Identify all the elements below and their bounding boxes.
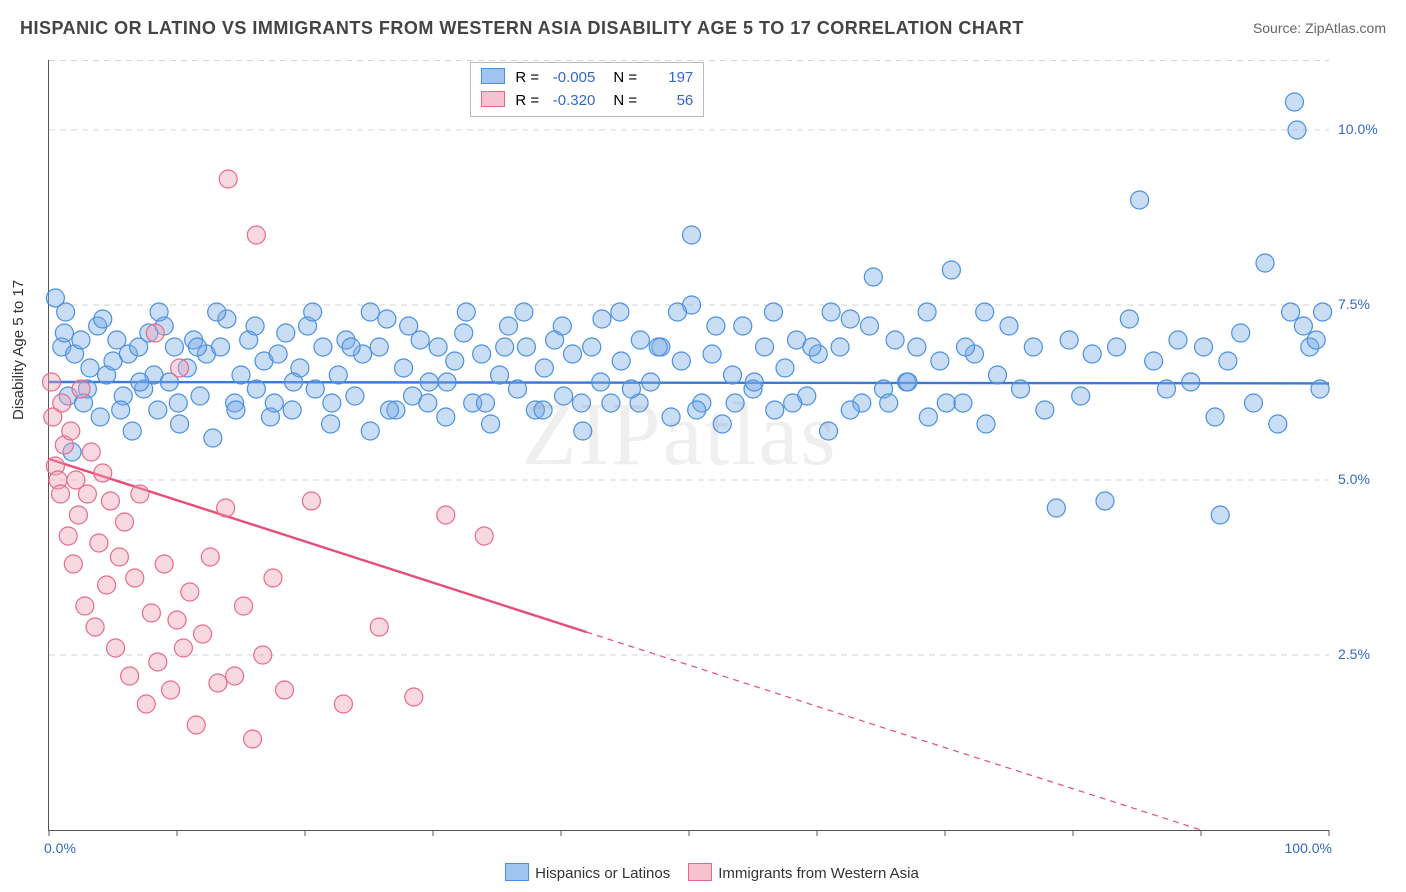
- stats-row: R = -0.320 N = 56: [481, 90, 693, 113]
- stats-n-label: N =: [613, 92, 641, 109]
- chart-title: HISPANIC OR LATINO VS IMMIGRANTS FROM WE…: [20, 18, 1024, 39]
- legend-label: Immigrants from Western Asia: [718, 865, 919, 882]
- stats-n-value: 197: [641, 67, 693, 90]
- stats-row: R = -0.005 N = 197: [481, 67, 693, 90]
- stats-r-label: R =: [515, 69, 543, 86]
- stats-r-value: -0.005: [543, 67, 595, 90]
- legend-swatch: [688, 863, 712, 881]
- y-axis-label: Disability Age 5 to 17: [10, 280, 27, 420]
- x-tick-label: 100.0%: [1285, 840, 1332, 856]
- y-tick-label: 10.0%: [1338, 121, 1378, 137]
- stats-r-label: R =: [515, 92, 543, 109]
- stats-legend-box: R = -0.005 N = 197 R = -0.320 N = 56: [470, 62, 704, 117]
- source-label: Source: ZipAtlas.com: [1253, 20, 1386, 36]
- chart-container: HISPANIC OR LATINO VS IMMIGRANTS FROM WE…: [0, 0, 1406, 892]
- y-tick-label: 2.5%: [1338, 646, 1370, 662]
- stats-n-label: N =: [613, 69, 641, 86]
- y-tick-label: 5.0%: [1338, 471, 1370, 487]
- legend-label: Hispanics or Latinos: [535, 865, 670, 882]
- x-tick-label: 0.0%: [44, 840, 76, 856]
- stats-r-value: -0.320: [543, 90, 595, 113]
- legend-swatch: [505, 863, 529, 881]
- legend-swatch: [481, 91, 505, 107]
- bottom-legend: Hispanics or Latinos Immigrants from West…: [0, 863, 1406, 882]
- scatter-plot: [48, 60, 1329, 831]
- y-tick-label: 7.5%: [1338, 296, 1370, 312]
- stats-n-value: 56: [641, 90, 693, 113]
- legend-swatch: [481, 68, 505, 84]
